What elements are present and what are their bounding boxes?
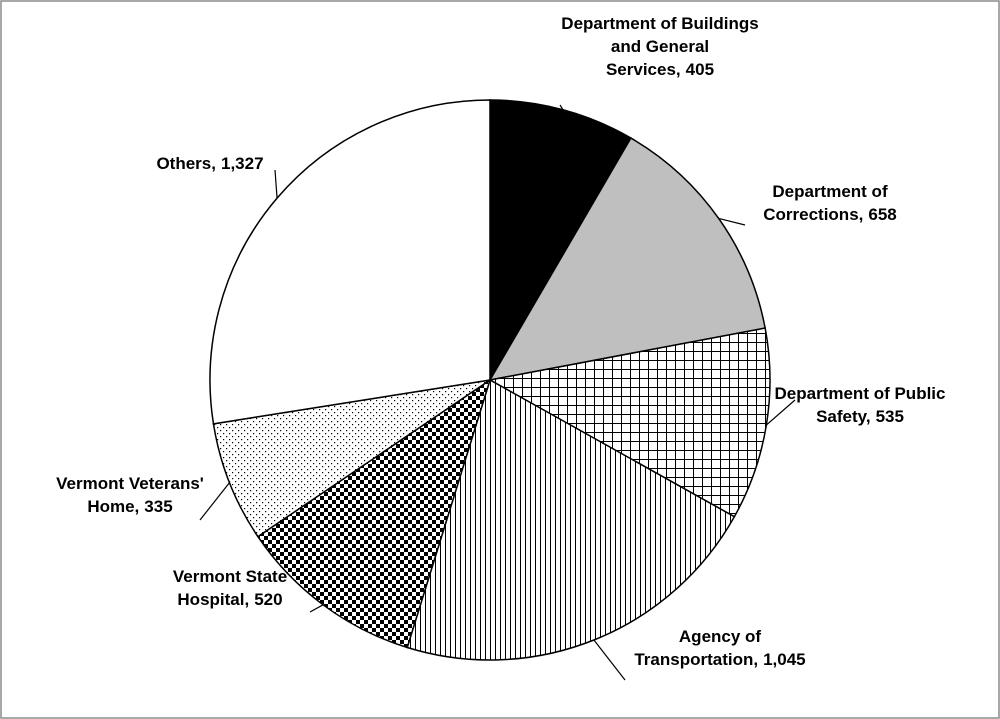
category-label: Agency of Transportation, [634, 627, 762, 669]
category-label: Vermont State Hospital, [172, 567, 288, 609]
data-label: Department of Corrections, 658 [735, 180, 925, 226]
value-label: 1,327 [220, 154, 264, 173]
leader-line [199, 482, 230, 521]
category-label: Others, [156, 154, 216, 173]
category-label: Department of Corrections, [763, 182, 888, 224]
leader-line [593, 639, 626, 681]
data-label: Others, 1,327 [110, 152, 310, 175]
pie-slice [212, 379, 491, 538]
data-label: Agency of Transportation, 1,045 [620, 625, 820, 671]
category-label: Department of Public Safety, [774, 384, 946, 426]
category-label: Department of Buildings and General Serv… [561, 14, 759, 79]
pie [209, 99, 771, 661]
pie-slice [489, 99, 632, 383]
pie-slice [406, 378, 736, 661]
value-label: 1,045 [763, 650, 806, 669]
data-label: Department of Buildings and General Serv… [560, 12, 760, 81]
leader-line [274, 169, 278, 199]
value-label: 658 [868, 205, 897, 224]
pie-slice [488, 137, 767, 382]
leader-line [718, 217, 746, 226]
leader-line [765, 399, 796, 426]
value-label: 535 [875, 407, 904, 426]
leader-line [559, 104, 564, 111]
leader-line [309, 604, 324, 613]
value-label: 335 [144, 497, 173, 516]
data-label: Vermont Veterans' Home, 335 [30, 472, 230, 518]
value-label: 520 [254, 590, 283, 609]
value-label: 405 [685, 60, 715, 79]
data-label: Vermont State Hospital, 520 [130, 565, 330, 611]
pie-slice [487, 327, 771, 518]
pie-slice [209, 99, 491, 425]
category-label: Vermont Veterans' Home, [56, 474, 204, 516]
data-label: Department of Public Safety, 535 [770, 382, 950, 428]
